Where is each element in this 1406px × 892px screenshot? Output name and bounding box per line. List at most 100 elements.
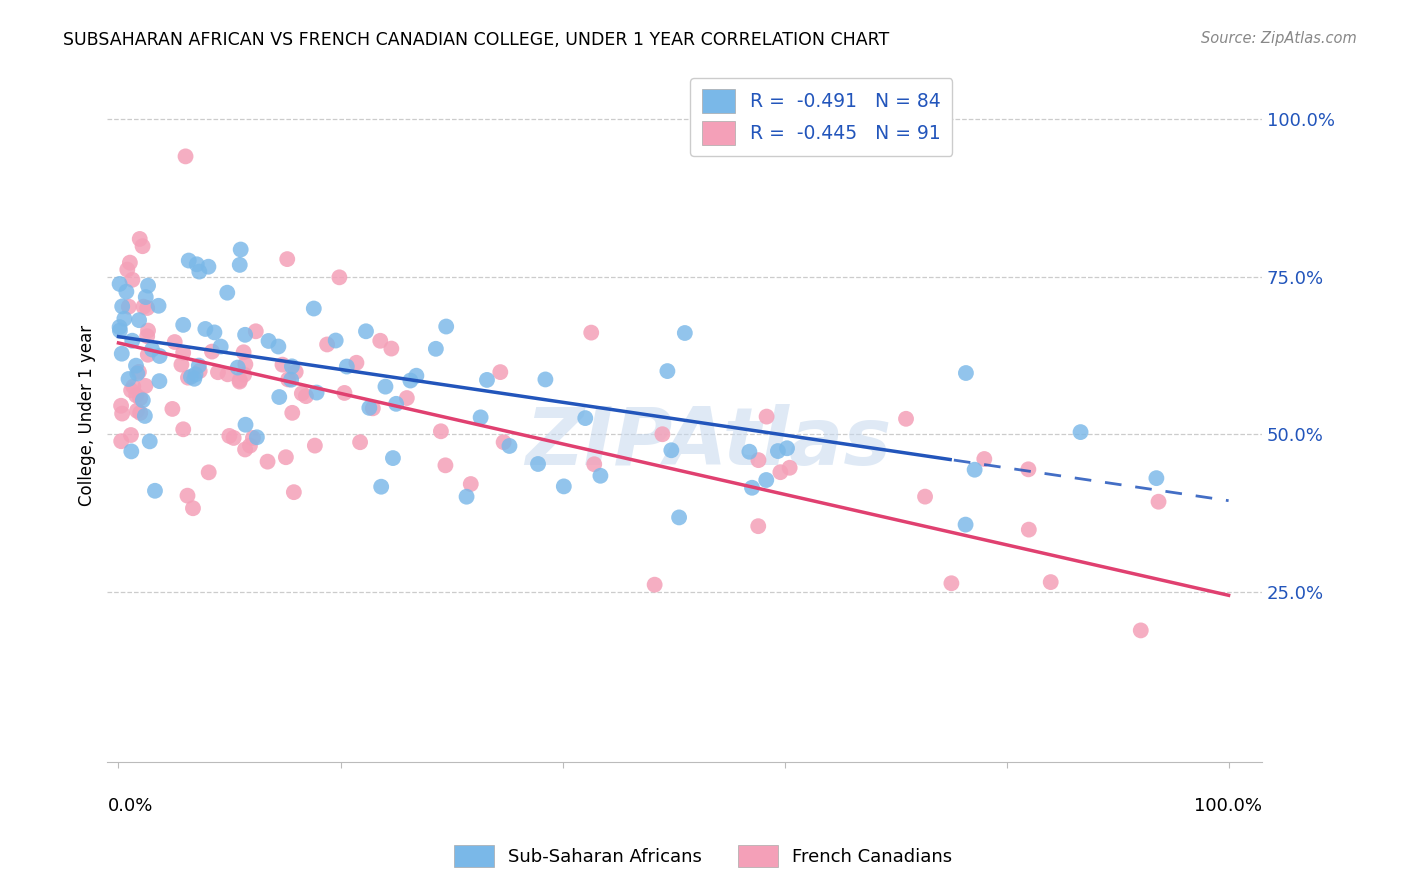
- Point: [747, 519, 769, 533]
- Point: [553, 479, 575, 493]
- Point: [274, 450, 297, 465]
- Text: ZIPAtlas: ZIPAtlas: [524, 404, 891, 483]
- Point: [135, 290, 157, 304]
- Point: [955, 366, 977, 380]
- Point: [955, 517, 977, 532]
- Point: [368, 334, 391, 348]
- Point: [233, 327, 256, 342]
- Point: [235, 417, 257, 432]
- Point: [673, 326, 696, 340]
- Point: [489, 365, 512, 379]
- Point: [111, 407, 134, 421]
- Point: [233, 368, 256, 382]
- Point: [229, 258, 252, 272]
- Point: [120, 428, 142, 442]
- Point: [180, 369, 202, 384]
- Point: [316, 337, 339, 351]
- Point: [131, 239, 153, 253]
- Point: [136, 278, 159, 293]
- Point: [305, 385, 328, 400]
- Point: [197, 260, 219, 274]
- Point: [281, 406, 304, 420]
- Point: [434, 319, 457, 334]
- Point: [184, 368, 207, 382]
- Point: [1070, 425, 1092, 439]
- Point: [574, 411, 596, 425]
- Point: [111, 347, 134, 361]
- Point: [380, 342, 402, 356]
- Point: [148, 299, 170, 313]
- Point: [385, 397, 408, 411]
- Point: [651, 427, 673, 442]
- Point: [186, 257, 208, 271]
- Point: [395, 391, 418, 405]
- Text: 0.0%: 0.0%: [107, 797, 153, 815]
- Point: [246, 430, 269, 444]
- Point: [325, 334, 347, 348]
- Point: [207, 365, 229, 379]
- Point: [354, 324, 377, 338]
- Point: [283, 485, 305, 500]
- Point: [136, 348, 159, 362]
- Point: [194, 322, 217, 336]
- Point: [115, 285, 138, 299]
- Point: [973, 452, 995, 467]
- Point: [128, 232, 150, 246]
- Point: [127, 367, 149, 381]
- Point: [228, 375, 250, 389]
- Point: [172, 345, 194, 359]
- Point: [170, 358, 193, 372]
- Point: [579, 326, 602, 340]
- Point: [132, 393, 155, 408]
- Point: [291, 386, 314, 401]
- Point: [657, 364, 679, 378]
- Point: [134, 409, 156, 423]
- Point: [1018, 523, 1040, 537]
- Point: [361, 401, 384, 416]
- Point: [187, 359, 209, 373]
- Point: [163, 334, 186, 349]
- Point: [233, 442, 256, 457]
- Point: [138, 434, 160, 449]
- Point: [125, 359, 148, 373]
- Point: [134, 379, 156, 393]
- Point: [177, 370, 200, 384]
- Point: [188, 264, 211, 278]
- Point: [405, 368, 427, 383]
- Point: [141, 343, 163, 357]
- Point: [201, 344, 224, 359]
- Point: [128, 365, 150, 379]
- Point: [941, 576, 963, 591]
- Point: [755, 473, 778, 487]
- Point: [475, 373, 498, 387]
- Point: [492, 435, 515, 450]
- Point: [668, 510, 690, 524]
- Point: [229, 243, 252, 257]
- Point: [470, 410, 492, 425]
- Point: [197, 466, 219, 480]
- Point: [112, 311, 135, 326]
- Point: [204, 326, 226, 340]
- Point: [1017, 462, 1039, 476]
- Point: [110, 434, 132, 449]
- Point: [242, 431, 264, 445]
- Y-axis label: College, Under 1 year: College, Under 1 year: [79, 325, 96, 506]
- Point: [1147, 494, 1170, 508]
- Point: [129, 391, 152, 405]
- Point: [120, 444, 142, 458]
- Point: [177, 253, 200, 268]
- Point: [117, 262, 139, 277]
- Point: [217, 285, 239, 300]
- Point: [1039, 575, 1062, 590]
- Point: [117, 372, 139, 386]
- Point: [245, 324, 267, 338]
- Point: [132, 300, 155, 314]
- Point: [336, 359, 359, 374]
- Point: [129, 406, 152, 420]
- Point: [121, 273, 143, 287]
- Point: [498, 439, 520, 453]
- Point: [183, 372, 205, 386]
- Point: [136, 329, 159, 343]
- Point: [277, 372, 299, 386]
- Point: [226, 360, 249, 375]
